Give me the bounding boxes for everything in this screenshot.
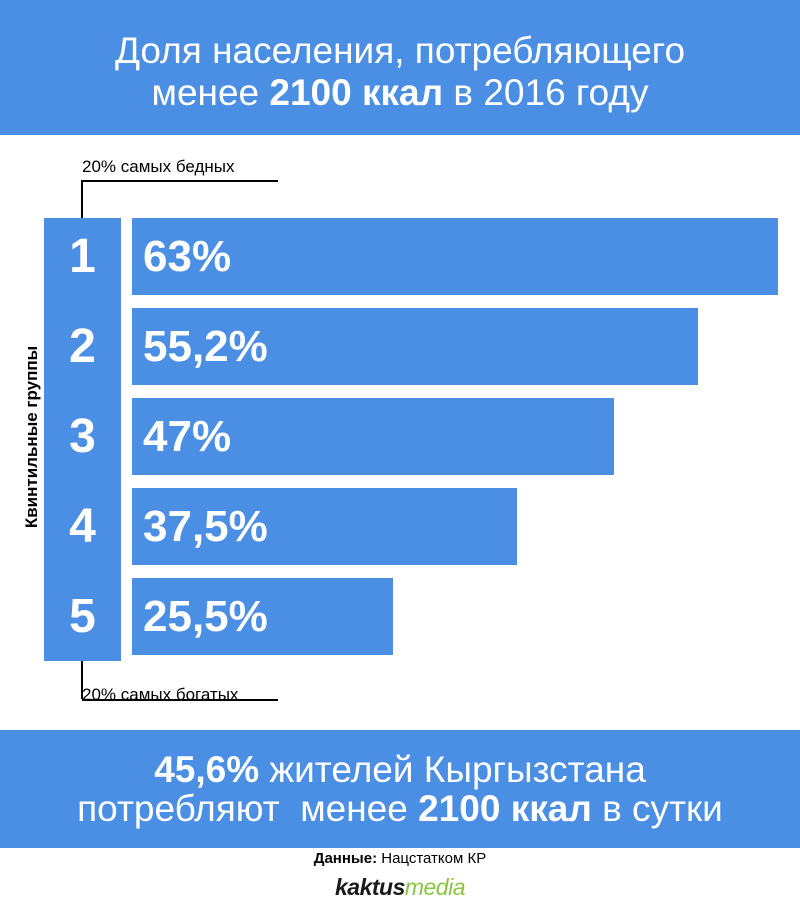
note-richest-connector	[81, 661, 83, 699]
kaktus-media-logo: kaktusmedia	[0, 874, 800, 901]
bar-value-label: 25,5%	[143, 592, 268, 641]
bar-value-label: 47%	[143, 412, 232, 461]
summary-line-1-rest: жителей Кыргызстана	[259, 749, 646, 790]
bar-5	[132, 578, 393, 655]
quintile-number: 4	[69, 500, 96, 553]
bar-1	[132, 218, 778, 295]
quintile-column: 1 2 3 4 5	[44, 218, 121, 661]
source-credit: Данные: Нацстатком КР	[0, 850, 800, 867]
note-poorest: 20% самых бедных	[82, 157, 235, 176]
quintile-number: 2	[69, 320, 96, 373]
title-line-2: менее 2100 ккал в 2016 году	[0, 72, 800, 114]
source-text: Нацстатком КР	[377, 850, 487, 867]
bar-value-label: 55,2%	[143, 322, 268, 371]
summary-line-2-bold: 2100 ккал	[418, 788, 592, 829]
note-poorest-line	[82, 180, 278, 182]
title-banner: Доля населения, потребляющего менее 2100…	[0, 0, 800, 135]
y-axis-label: Квинтильные группы	[22, 345, 41, 529]
title-line-2-prefix: менее	[151, 72, 270, 113]
summary-line-2: потребляют менее 2100 ккал в сутки	[0, 789, 800, 828]
note-richest: 20% самых богатых	[82, 685, 239, 704]
note-poorest-connector	[81, 180, 83, 218]
bar-value-label: 37,5%	[143, 502, 268, 551]
bar-value-label: 63%	[143, 232, 232, 281]
quintile-number: 1	[69, 230, 96, 283]
logo-media: media	[404, 874, 466, 900]
title-line-1: Доля населения, потребляющего	[114, 30, 686, 71]
note-richest-line	[82, 699, 278, 701]
summary-percent: 45,6%	[154, 749, 260, 790]
logo-kaktus: kaktus	[334, 874, 405, 900]
quintile-number: 5	[69, 590, 96, 643]
title-line-2-bold: 2100 ккал	[269, 72, 444, 113]
source-label: Данные:	[313, 850, 378, 867]
bar-3	[132, 398, 614, 475]
summary-line-2-suffix: в сутки	[591, 788, 723, 829]
summary-banner: 45,6% жителей Кыргызстана потребляют мен…	[0, 730, 800, 848]
bar-4	[132, 488, 517, 565]
quintile-number: 3	[69, 410, 96, 463]
title-line-2-suffix: в 2016 году	[443, 72, 649, 113]
summary-line-1: 45,6% жителей Кыргызстана	[0, 750, 800, 789]
bar-2	[132, 308, 698, 385]
summary-line-2-prefix: потребляют менее	[77, 788, 419, 829]
